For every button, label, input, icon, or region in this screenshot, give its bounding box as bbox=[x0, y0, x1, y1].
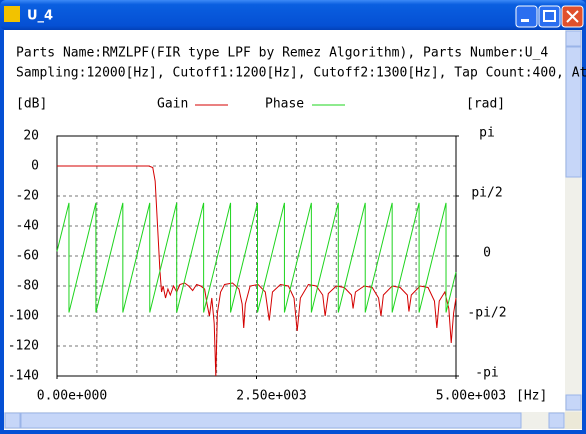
scroll-hthumb[interactable] bbox=[20, 412, 522, 429]
y-tick-label: -60 bbox=[16, 249, 39, 264]
title-bar bbox=[0, 0, 586, 30]
y-tick-label: -100 bbox=[8, 309, 39, 324]
y-tick-label: -40 bbox=[16, 219, 39, 234]
y2-axis-unit: [rad] bbox=[466, 97, 505, 112]
x-axis-unit: [Hz] bbox=[516, 389, 547, 404]
legend-label: Gain bbox=[157, 97, 188, 112]
x-tick-label: 0.00e+000 bbox=[37, 389, 107, 404]
maximize-icon bbox=[543, 10, 556, 22]
plot-frame bbox=[56, 135, 457, 377]
minimize-icon bbox=[521, 19, 529, 22]
x-tick-label: 5.00e+003 bbox=[436, 389, 506, 404]
scroll-up[interactable] bbox=[565, 30, 582, 47]
y2-tick-label: pi bbox=[479, 126, 495, 141]
maximize-button[interactable] bbox=[538, 5, 561, 28]
y2-tick-label: -pi/2 bbox=[467, 306, 506, 321]
size-grip bbox=[565, 412, 582, 429]
window-title: U_4 bbox=[27, 9, 53, 24]
y-tick-label: -120 bbox=[8, 339, 39, 354]
y2-tick-label: 0 bbox=[483, 246, 491, 261]
y-axis-unit: [dB] bbox=[16, 97, 47, 112]
client-area bbox=[4, 30, 582, 430]
y-tick-label: -80 bbox=[16, 279, 39, 294]
x-tick-label: 2.50e+003 bbox=[236, 389, 306, 404]
y2-tick-label: pi/2 bbox=[471, 185, 502, 200]
y-tick-label: 20 bbox=[23, 129, 39, 144]
y2-tick-label: -pi bbox=[475, 366, 498, 381]
minimize-button[interactable] bbox=[515, 5, 538, 28]
y-tick-label: -140 bbox=[8, 369, 39, 384]
legend-label: Phase bbox=[265, 97, 304, 112]
y-tick-label: 0 bbox=[31, 159, 39, 174]
app-icon bbox=[4, 6, 20, 22]
scroll-left[interactable] bbox=[4, 412, 21, 429]
y-tick-label: -20 bbox=[16, 189, 39, 204]
scroll-down[interactable] bbox=[565, 394, 582, 411]
header-line: Parts Name:RMZLPF(FIR type LPF by Remez … bbox=[16, 46, 548, 61]
series-line bbox=[56, 202, 457, 313]
header-line: Sampling:12000[Hz], Cutoff1:1200[Hz], Cu… bbox=[16, 66, 586, 81]
scroll-thumb[interactable] bbox=[565, 46, 582, 178]
close-icon bbox=[566, 10, 579, 23]
scroll-right[interactable] bbox=[548, 412, 565, 429]
